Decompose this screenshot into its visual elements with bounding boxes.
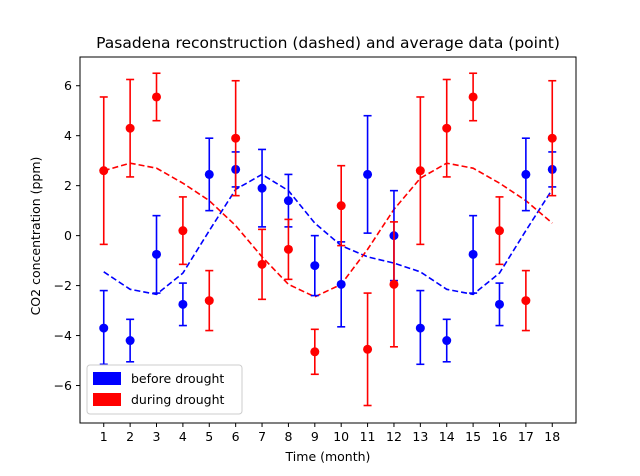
data-point bbox=[283, 244, 293, 254]
data-point bbox=[547, 133, 557, 143]
x-tick-label: 17 bbox=[518, 429, 534, 444]
reconstruction-line bbox=[103, 173, 553, 296]
data-point bbox=[152, 92, 162, 102]
y-tick-label: −4 bbox=[54, 328, 72, 343]
data-point bbox=[494, 299, 504, 309]
x-axis-label: Time (month) bbox=[285, 449, 371, 464]
data-point bbox=[363, 169, 373, 179]
data-point bbox=[152, 249, 162, 259]
y-tick-label: 0 bbox=[64, 228, 72, 243]
data-point bbox=[125, 123, 135, 133]
reconstruction-line bbox=[103, 162, 553, 298]
data-point bbox=[283, 196, 293, 206]
x-tick-label: 18 bbox=[544, 429, 560, 444]
x-tick-label: 4 bbox=[179, 429, 187, 444]
legend-swatch bbox=[93, 393, 121, 406]
x-tick-label: 2 bbox=[126, 429, 134, 444]
data-point bbox=[99, 323, 109, 333]
x-tick-label: 15 bbox=[465, 429, 481, 444]
y-tick-label: 6 bbox=[64, 78, 72, 93]
data-point bbox=[99, 166, 109, 176]
legend-label: during drought bbox=[131, 392, 225, 407]
x-tick-label: 3 bbox=[153, 429, 161, 444]
y-tick-label: −2 bbox=[54, 278, 72, 293]
x-tick-label: 9 bbox=[311, 429, 319, 444]
legend-swatch bbox=[93, 372, 121, 385]
x-tick-label: 6 bbox=[232, 429, 240, 444]
data-point bbox=[521, 169, 531, 179]
data-point bbox=[521, 296, 531, 306]
data-point bbox=[336, 279, 346, 289]
legend: before drought during drought bbox=[86, 364, 243, 415]
x-tick-label: 13 bbox=[412, 429, 428, 444]
data-point bbox=[204, 169, 214, 179]
data-point bbox=[310, 261, 320, 271]
axes-frame bbox=[79, 56, 577, 424]
data-point bbox=[178, 299, 188, 309]
data-point bbox=[363, 344, 373, 354]
data-point bbox=[442, 336, 452, 346]
y-tick-label: 4 bbox=[64, 128, 72, 143]
data-point bbox=[257, 259, 267, 269]
data-point bbox=[231, 133, 241, 143]
x-tick-label: 8 bbox=[284, 429, 292, 444]
data-point bbox=[468, 249, 478, 259]
x-tick-label: 11 bbox=[360, 429, 376, 444]
x-tick-label: 7 bbox=[258, 429, 266, 444]
data-point bbox=[442, 123, 452, 133]
data-point bbox=[415, 323, 425, 333]
data-point bbox=[125, 336, 135, 346]
y-axis-label: CO2 concentration (ppm) bbox=[28, 157, 43, 316]
data-point bbox=[336, 201, 346, 211]
x-tick-label: 16 bbox=[492, 429, 508, 444]
chart-title: Pasadena reconstruction (dashed) and ave… bbox=[96, 34, 560, 52]
data-point bbox=[494, 226, 504, 236]
x-tick-label: 5 bbox=[205, 429, 213, 444]
y-tick-label: 2 bbox=[64, 178, 72, 193]
data-point bbox=[178, 226, 188, 236]
data-point bbox=[204, 296, 214, 306]
data-point bbox=[257, 183, 267, 193]
legend-label: before drought bbox=[131, 371, 224, 386]
data-point bbox=[389, 279, 399, 289]
x-tick-label: 12 bbox=[386, 429, 402, 444]
legend-box bbox=[86, 364, 243, 415]
y-tick-label: −6 bbox=[54, 378, 72, 393]
x-tick-label: 1 bbox=[100, 429, 108, 444]
x-tick-label: 10 bbox=[333, 429, 349, 444]
data-point bbox=[415, 166, 425, 176]
data-point bbox=[468, 92, 478, 102]
data-point bbox=[310, 347, 320, 357]
x-tick-label: 14 bbox=[439, 429, 455, 444]
